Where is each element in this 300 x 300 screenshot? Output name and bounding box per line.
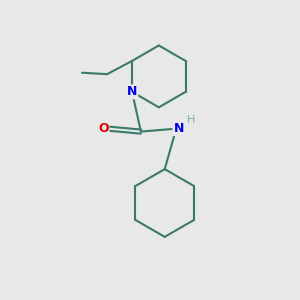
Text: N: N xyxy=(127,85,137,98)
Text: H: H xyxy=(187,116,196,125)
Text: N: N xyxy=(173,122,184,135)
Text: O: O xyxy=(98,122,109,135)
